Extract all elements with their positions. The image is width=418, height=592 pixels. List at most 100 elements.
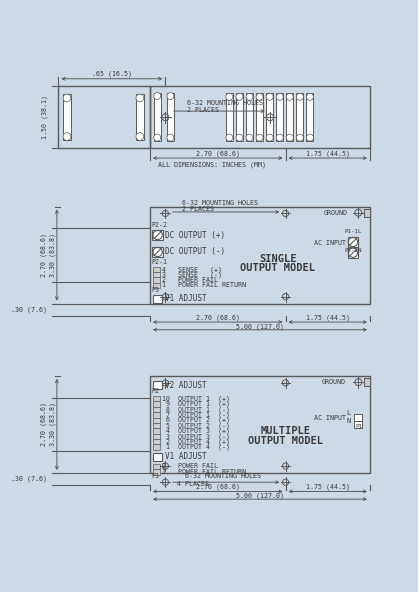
Bar bbox=[153, 283, 160, 288]
Text: 2   POWER FAIL: 2 POWER FAIL bbox=[162, 277, 218, 283]
Text: 2  OUTPUT 4  (+): 2 OUTPUT 4 (+) bbox=[162, 439, 230, 445]
Ellipse shape bbox=[276, 134, 283, 141]
Text: .30 (7.6): .30 (7.6) bbox=[11, 307, 47, 313]
Bar bbox=[153, 295, 162, 303]
Text: OUTPUT MODEL: OUTPUT MODEL bbox=[248, 436, 323, 446]
Text: .65 (16.5): .65 (16.5) bbox=[92, 70, 132, 76]
Text: 5.00 (127.0): 5.00 (127.0) bbox=[236, 493, 284, 499]
Text: GROUND: GROUND bbox=[322, 379, 346, 385]
Text: N: N bbox=[346, 417, 350, 424]
Text: GROUND: GROUND bbox=[324, 210, 347, 215]
Bar bbox=[153, 464, 160, 469]
Bar bbox=[296, 94, 303, 141]
Text: 6-32 MOUNTING HOLES: 6-32 MOUNTING HOLES bbox=[182, 200, 258, 205]
Text: P1-1L: P1-1L bbox=[344, 230, 362, 234]
Text: P1-2N: P1-2N bbox=[344, 248, 362, 253]
Text: L: L bbox=[346, 410, 350, 416]
Ellipse shape bbox=[226, 134, 233, 141]
Text: P2: P2 bbox=[151, 388, 159, 394]
Text: 2.70 (68.6): 2.70 (68.6) bbox=[196, 484, 240, 490]
Ellipse shape bbox=[296, 94, 303, 100]
Text: MULTIPLE: MULTIPLE bbox=[260, 426, 311, 436]
Text: 1.50 (38.1): 1.50 (38.1) bbox=[41, 95, 48, 139]
Ellipse shape bbox=[266, 94, 273, 100]
Ellipse shape bbox=[167, 92, 174, 99]
Bar bbox=[136, 94, 144, 140]
Text: P2-1: P2-1 bbox=[151, 259, 168, 265]
Ellipse shape bbox=[154, 92, 161, 99]
Bar bbox=[150, 376, 370, 473]
Text: P2-2: P2-2 bbox=[151, 222, 168, 228]
Text: SINGLE: SINGLE bbox=[259, 254, 296, 264]
Bar bbox=[266, 94, 273, 141]
Bar bbox=[153, 266, 160, 272]
Text: 8  OUTPUT 1  (-): 8 OUTPUT 1 (-) bbox=[162, 406, 230, 413]
Bar bbox=[153, 423, 160, 429]
Ellipse shape bbox=[154, 134, 161, 141]
Text: 6-32 MOUNTING HOLES: 6-32 MOUNTING HOLES bbox=[187, 101, 263, 107]
Text: V2 ADJUST: V2 ADJUST bbox=[165, 381, 206, 390]
Bar bbox=[150, 207, 370, 304]
Bar bbox=[153, 453, 162, 461]
Bar bbox=[153, 469, 160, 475]
Ellipse shape bbox=[306, 94, 314, 100]
Text: V1 ADJUST: V1 ADJUST bbox=[165, 452, 206, 461]
Bar bbox=[153, 401, 160, 407]
Text: AC INPUT: AC INPUT bbox=[314, 240, 346, 246]
Ellipse shape bbox=[63, 94, 71, 102]
Bar bbox=[153, 272, 160, 278]
Text: 5.00 (127.0): 5.00 (127.0) bbox=[236, 323, 284, 330]
Text: 1   POWER FAIL RETURN: 1 POWER FAIL RETURN bbox=[162, 469, 246, 475]
Bar bbox=[246, 94, 253, 141]
Bar bbox=[153, 439, 160, 445]
Bar bbox=[306, 94, 314, 141]
Text: 2.70 (68.6): 2.70 (68.6) bbox=[40, 403, 47, 446]
Bar bbox=[154, 92, 161, 141]
Text: 2.70 (68.6): 2.70 (68.6) bbox=[196, 314, 240, 321]
Bar bbox=[153, 278, 160, 283]
Text: 10  OUTPUT 1  (+): 10 OUTPUT 1 (+) bbox=[162, 395, 230, 402]
Bar bbox=[153, 407, 160, 412]
Text: 6-32 MOUNTING HOLES: 6-32 MOUNTING HOLES bbox=[185, 473, 261, 479]
Bar bbox=[63, 94, 71, 140]
Bar bbox=[153, 429, 160, 434]
Bar bbox=[167, 92, 174, 141]
Bar bbox=[153, 381, 162, 389]
Ellipse shape bbox=[246, 134, 253, 141]
Bar bbox=[152, 247, 163, 258]
Text: 1.75 (44.5): 1.75 (44.5) bbox=[306, 314, 350, 321]
Bar bbox=[256, 94, 263, 141]
Text: ALL DIMENSIONS: INCHES (MM): ALL DIMENSIONS: INCHES (MM) bbox=[158, 162, 266, 168]
Bar bbox=[150, 86, 370, 148]
Bar bbox=[364, 209, 370, 217]
Text: DC OUTPUT (+): DC OUTPUT (+) bbox=[166, 230, 226, 240]
Text: P1: P1 bbox=[356, 423, 363, 429]
Text: 6  OUTPUT 2  (+): 6 OUTPUT 2 (+) bbox=[162, 417, 230, 423]
Bar bbox=[153, 417, 160, 423]
Text: 3   SENSE   (-): 3 SENSE (-) bbox=[162, 272, 222, 278]
Bar bbox=[276, 94, 283, 141]
Ellipse shape bbox=[286, 134, 293, 141]
Bar bbox=[236, 94, 243, 141]
Text: 1  OUTPUT 4  (-): 1 OUTPUT 4 (-) bbox=[162, 444, 230, 451]
Ellipse shape bbox=[306, 134, 314, 141]
Ellipse shape bbox=[246, 94, 253, 100]
Text: V1 ADJUST: V1 ADJUST bbox=[165, 294, 206, 304]
Bar bbox=[347, 247, 358, 258]
Text: 1   POWER FAIL RETURN: 1 POWER FAIL RETURN bbox=[162, 282, 246, 288]
Ellipse shape bbox=[266, 134, 273, 141]
Ellipse shape bbox=[63, 133, 71, 140]
Ellipse shape bbox=[296, 134, 303, 141]
Bar bbox=[347, 237, 358, 247]
Text: 2.70 (68.6): 2.70 (68.6) bbox=[40, 233, 47, 277]
Text: 2   POWER FAIL: 2 POWER FAIL bbox=[162, 464, 218, 469]
Bar bbox=[153, 412, 160, 417]
Text: 2.70 (68.6): 2.70 (68.6) bbox=[196, 150, 240, 157]
Bar bbox=[152, 230, 163, 240]
Text: 4   SENSE   (+): 4 SENSE (+) bbox=[162, 266, 222, 272]
Ellipse shape bbox=[136, 94, 144, 102]
Text: .30 (7.6): .30 (7.6) bbox=[11, 476, 47, 482]
Bar bbox=[153, 434, 160, 439]
Text: 9  OUTPUT 1  (+): 9 OUTPUT 1 (+) bbox=[162, 401, 230, 407]
Ellipse shape bbox=[256, 134, 263, 141]
